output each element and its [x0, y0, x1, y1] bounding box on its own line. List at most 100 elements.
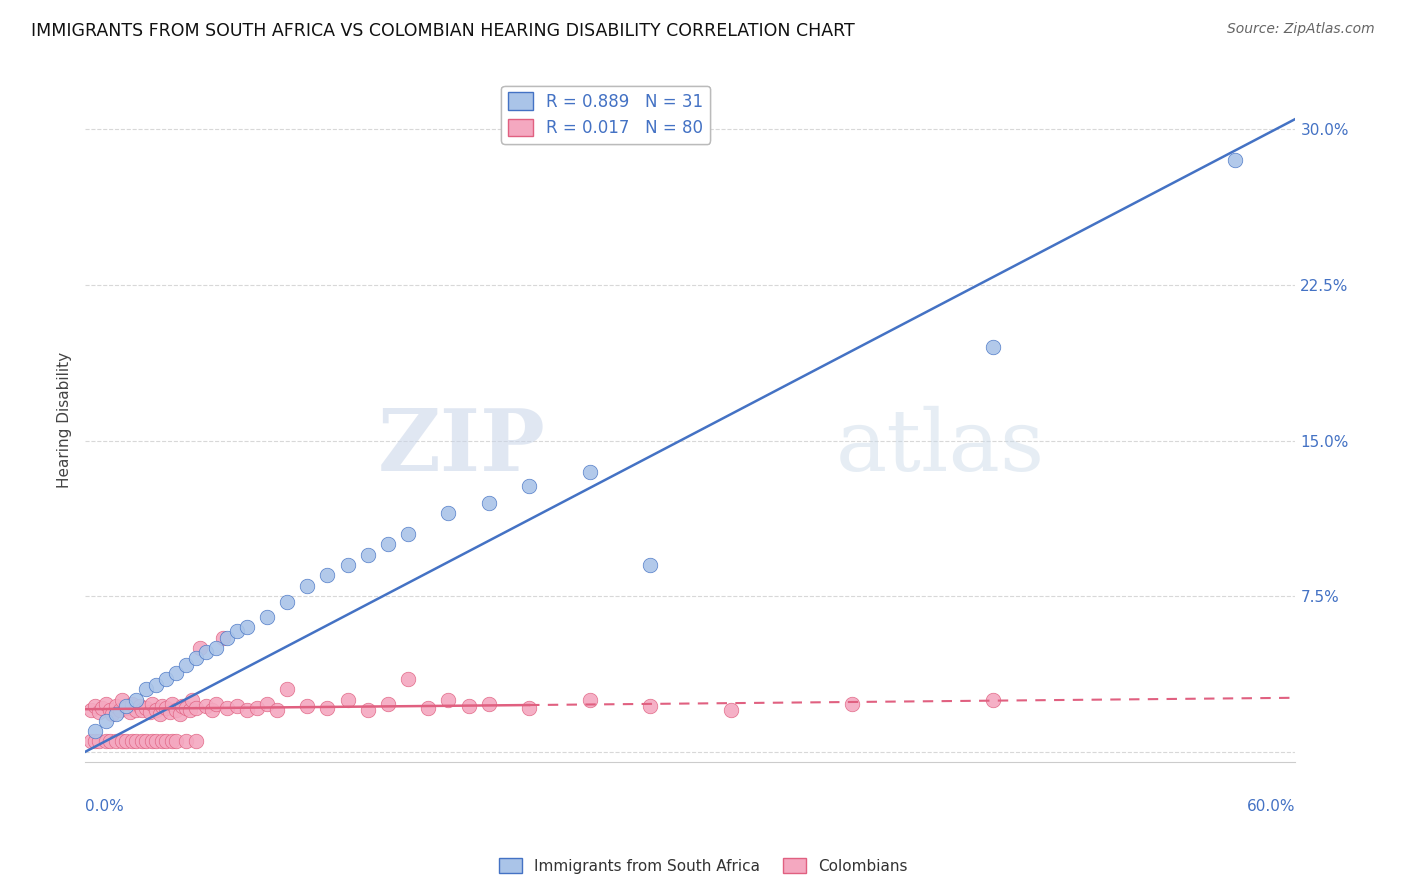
Point [297, 579, 319, 593]
Text: IMMIGRANTS FROM SOUTH AFRICA VS COLOMBIAN HEARING DISABILITY CORRELATION CHART: IMMIGRANTS FROM SOUTH AFRICA VS COLOMBIA… [31, 22, 855, 40]
Point [131, 703, 153, 717]
Point [89, 734, 111, 748]
Point [135, 701, 157, 715]
Point [578, 465, 600, 479]
Legend: Immigrants from South Africa, Colombians: Immigrants from South Africa, Colombians [492, 852, 914, 880]
Point [186, 734, 208, 748]
Point [98, 734, 121, 748]
Point [89, 706, 111, 720]
Point [256, 610, 278, 624]
Point [246, 701, 269, 715]
Legend: R = 0.889   N = 31, R = 0.017   N = 80: R = 0.889 N = 31, R = 0.017 N = 80 [502, 86, 710, 144]
Point [1223, 153, 1246, 168]
Point [336, 693, 359, 707]
Point [94, 734, 117, 748]
Point [114, 701, 136, 715]
Point [377, 697, 399, 711]
Point [155, 701, 177, 715]
Point [235, 703, 257, 717]
Point [981, 340, 1004, 354]
Point [125, 703, 148, 717]
Point [80, 703, 103, 717]
Point [211, 631, 233, 645]
Text: 0.0%: 0.0% [86, 799, 124, 814]
Point [517, 479, 540, 493]
Point [188, 640, 211, 655]
Point [172, 699, 194, 714]
Point [316, 701, 339, 715]
Point [174, 701, 197, 715]
Point [121, 697, 143, 711]
Point [276, 682, 298, 697]
Point [195, 699, 218, 714]
Point [316, 568, 339, 582]
Point [114, 734, 136, 748]
Point [276, 595, 298, 609]
Point [201, 703, 224, 717]
Point [104, 699, 127, 714]
Y-axis label: Hearing Disability: Hearing Disability [58, 351, 72, 488]
Point [121, 734, 143, 748]
Point [125, 734, 148, 748]
Point [84, 723, 107, 738]
Point [186, 701, 208, 715]
Point [125, 693, 148, 707]
Point [165, 665, 187, 680]
Text: atlas: atlas [835, 406, 1045, 489]
Point [135, 734, 157, 748]
Point [215, 701, 238, 715]
Point [357, 548, 380, 562]
Point [225, 624, 247, 639]
Point [418, 701, 440, 715]
Point [357, 703, 380, 717]
Point [396, 527, 419, 541]
Point [141, 697, 163, 711]
Point [94, 714, 117, 728]
Point [437, 693, 460, 707]
Point [638, 558, 661, 572]
Text: 60.0%: 60.0% [1247, 799, 1295, 814]
Point [131, 734, 153, 748]
Point [80, 734, 103, 748]
Point [174, 734, 197, 748]
Point [160, 697, 183, 711]
Point [215, 631, 238, 645]
Point [84, 699, 107, 714]
Point [165, 703, 187, 717]
Point [336, 558, 359, 572]
Point [145, 703, 167, 717]
Text: ZIP: ZIP [377, 405, 546, 489]
Point [478, 496, 501, 510]
Point [225, 699, 247, 714]
Point [118, 706, 141, 720]
Point [297, 699, 319, 714]
Point [437, 506, 460, 520]
Point [377, 537, 399, 551]
Point [135, 682, 157, 697]
Point [981, 693, 1004, 707]
Point [100, 707, 122, 722]
Point [638, 699, 661, 714]
Point [169, 707, 191, 722]
Point [205, 697, 228, 711]
Text: Source: ZipAtlas.com: Source: ZipAtlas.com [1227, 22, 1375, 37]
Point [256, 697, 278, 711]
Point [720, 703, 742, 717]
Point [150, 734, 173, 748]
Point [150, 699, 173, 714]
Point [108, 703, 131, 717]
Point [160, 734, 183, 748]
Point [266, 703, 288, 717]
Point [179, 703, 201, 717]
Point [90, 701, 112, 715]
Point [195, 645, 218, 659]
Point [478, 697, 501, 711]
Point [94, 697, 117, 711]
Point [104, 734, 127, 748]
Point [128, 699, 150, 714]
Point [155, 672, 177, 686]
Point [517, 701, 540, 715]
Point [111, 693, 134, 707]
Point [841, 697, 863, 711]
Point [457, 699, 479, 714]
